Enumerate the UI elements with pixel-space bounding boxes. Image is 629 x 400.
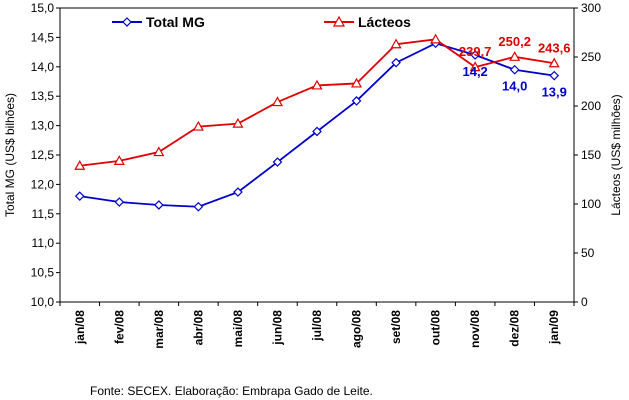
- data-point-total-mg: [114, 197, 125, 207]
- data-point-total-mg: [312, 126, 322, 137]
- legend-item-lacteos: Lácteos: [324, 14, 411, 30]
- x-tick-label: jul/08: [310, 310, 324, 342]
- left-axis-label: Total MG (US$ bilhões): [3, 93, 17, 217]
- x-tick-label: dez/08: [508, 310, 522, 347]
- data-label: 243,6: [538, 40, 571, 55]
- x-tick-label: jun/08: [270, 310, 284, 346]
- x-tick-label: abr/08: [191, 310, 205, 346]
- legend-label-lacteos: Lácteos: [358, 14, 411, 30]
- data-label: 13,9: [542, 85, 567, 100]
- x-tick-label: ago/08: [350, 310, 364, 348]
- right-axis: 0 50 100 150 200 250 300: [574, 1, 601, 309]
- left-tick-label: 13,0: [31, 119, 55, 133]
- x-tick-label: set/08: [389, 310, 403, 344]
- right-axis-label: Lácteos (US$ milhões): [609, 94, 623, 215]
- data-point-total-mg: [351, 96, 362, 106]
- data-point-total-mg: [74, 191, 85, 202]
- data-point-total-mg: [153, 200, 164, 210]
- data-point-total-mg: [549, 70, 560, 81]
- right-tick-label: 200: [581, 99, 601, 113]
- diamond-marker-icon: [122, 17, 132, 27]
- data-point-total-mg: [272, 157, 283, 167]
- right-tick-label: 0: [581, 295, 588, 309]
- data-point-lacteos: [311, 79, 323, 90]
- legend-item-total-mg: Total MG: [112, 14, 205, 30]
- x-tick-label: out/08: [429, 310, 443, 346]
- x-axis: jan/08 fev/08 mar/08 abr/08 mai/08 jun/08 jul/…: [59, 302, 575, 349]
- data-point-total-mg: [233, 187, 243, 197]
- data-point-lacteos: [271, 96, 283, 107]
- x-tick-label: jan/09: [547, 310, 561, 345]
- data-point-lacteos: [192, 120, 204, 131]
- data-point-lacteos: [469, 61, 481, 72]
- x-tick-label: jan/08: [73, 310, 87, 345]
- right-tick-label: 100: [581, 197, 601, 211]
- data-point-lacteos: [390, 38, 402, 49]
- left-tick-label: 12,0: [31, 177, 55, 191]
- data-point-lacteos: [430, 33, 442, 44]
- data-label: 14,2: [462, 64, 487, 79]
- data-point-lacteos: [548, 57, 560, 68]
- right-tick-label: 300: [581, 1, 601, 15]
- data-point-total-mg: [193, 201, 204, 212]
- right-tick-label: 150: [581, 148, 601, 162]
- data-point-lacteos: [113, 155, 125, 165]
- x-tick-label: fev/08: [112, 310, 126, 344]
- left-tick-label: 14,5: [31, 30, 55, 44]
- data-point-lacteos: [351, 77, 363, 88]
- right-tick-label: 250: [581, 50, 601, 64]
- left-tick-label: 10,0: [31, 295, 55, 309]
- series-layer: [74, 33, 560, 212]
- data-point-lacteos: [153, 146, 165, 157]
- left-tick-label: 14,0: [31, 60, 55, 74]
- data-point-lacteos: [74, 160, 86, 170]
- right-tick-label: 50: [581, 246, 595, 260]
- data-label: 14,0: [502, 79, 527, 94]
- data-label: 250,2: [498, 34, 531, 49]
- data-label: 239,7: [459, 44, 492, 59]
- left-tick-label: 11,0: [32, 236, 55, 250]
- left-axis: 10,0 10,5 11,0 11,5 12,0 12,5 13,0 13,5 14,0 14,5…: [31, 1, 60, 309]
- data-labels: 14,2 14,0 13,9 239,7 250,2 243,6: [459, 34, 571, 100]
- triangle-marker-icon: [332, 15, 346, 27]
- x-tick-label: nov/08: [468, 310, 482, 348]
- legend: Total MG Lácteos: [112, 14, 411, 30]
- data-point-lacteos: [232, 117, 244, 128]
- left-tick-label: 13,5: [31, 89, 55, 103]
- left-tick-label: 12,5: [31, 148, 55, 162]
- data-point-lacteos: [509, 51, 521, 61]
- x-tick-label: mai/08: [231, 310, 245, 348]
- legend-label-total-mg: Total MG: [146, 14, 205, 30]
- data-point-total-mg: [509, 64, 520, 75]
- left-tick-label: 10,5: [31, 266, 55, 280]
- source-note: Fonte: SECEX. Elaboração: Embrapa Gado d…: [90, 384, 373, 398]
- left-tick-label: 15,0: [31, 1, 55, 15]
- x-tick-label: mar/08: [152, 310, 166, 349]
- data-point-total-mg: [470, 50, 481, 60]
- left-tick-label: 11,5: [32, 207, 55, 221]
- plot-area: [59, 7, 575, 303]
- data-point-total-mg: [391, 57, 401, 68]
